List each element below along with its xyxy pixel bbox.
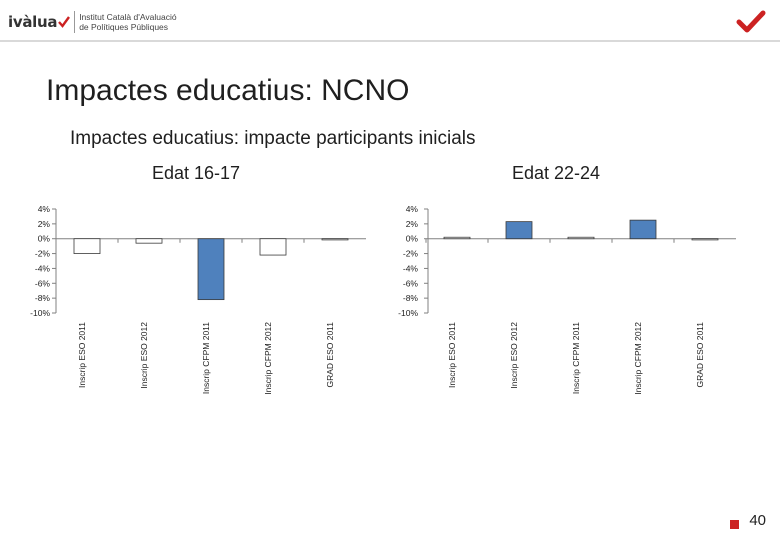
- logo-institute-name: Institut Català d'Avaluació de Polítique…: [79, 12, 176, 32]
- y-tick-label: -10%: [30, 308, 50, 318]
- bar: [691, 238, 719, 241]
- y-tick-label: -6%: [403, 278, 419, 288]
- y-tick-label: -8%: [403, 293, 419, 303]
- bar: [259, 238, 287, 256]
- bar: [629, 219, 657, 240]
- y-tick-label: 4%: [406, 204, 419, 214]
- y-tick-label: 2%: [38, 219, 51, 229]
- chart-title-left: Edat 16-17: [152, 163, 241, 183]
- brand-checkmark-icon: [736, 10, 766, 33]
- y-tick-label: -4%: [35, 263, 51, 273]
- y-tick-label: 4%: [38, 204, 51, 214]
- x-tick-label: Inscrip CFPM 2011: [201, 322, 211, 394]
- checkmark-icon: [58, 16, 71, 28]
- logo-divider: [74, 11, 76, 33]
- y-tick-label: 0%: [406, 234, 419, 244]
- y-tick-label: -4%: [403, 263, 419, 273]
- page-number: 40: [749, 512, 766, 529]
- x-tick-label: GRAD ESO 2011: [325, 322, 335, 388]
- bar: [443, 236, 471, 240]
- y-tick-label: -2%: [35, 249, 51, 259]
- x-tick-label: Inscrip CFPM 2012: [263, 322, 273, 395]
- x-tick-label: Inscrip CFPM 2012: [633, 322, 643, 395]
- x-tick-label: Inscrip ESO 2012: [509, 322, 519, 389]
- bar: [567, 236, 595, 240]
- page-title: Impactes educatius: NCNO: [46, 74, 410, 107]
- y-tick-label: -10%: [398, 308, 418, 318]
- logo-wordmark: ivàlua: [8, 13, 58, 31]
- page-subtitle: Impactes educatius: impacte participants…: [70, 128, 476, 149]
- bar: [73, 238, 101, 254]
- y-tick-label: -6%: [35, 278, 51, 288]
- chart-title-right: Edat 22-24: [512, 163, 601, 183]
- logo-line-2: de Polítiques Públiques: [79, 22, 169, 32]
- y-tick-label: -8%: [35, 293, 51, 303]
- y-tick-label: 0%: [38, 234, 51, 244]
- x-tick-label: Inscrip ESO 2011: [447, 322, 457, 388]
- header-divider: [0, 40, 780, 42]
- bar: [135, 238, 163, 244]
- page-marker-icon: [730, 520, 739, 529]
- x-tick-label: GRAD ESO 2011: [695, 322, 705, 388]
- x-tick-label: Inscrip ESO 2012: [139, 322, 149, 389]
- x-tick-label: Inscrip CFPM 2011: [571, 322, 581, 394]
- y-tick-label: -2%: [403, 249, 419, 259]
- y-tick-label: 2%: [406, 219, 419, 229]
- bar: [505, 221, 533, 240]
- bar: [321, 238, 349, 241]
- bar: [197, 238, 225, 301]
- ivalua-logo: ivàlua Institut Català d'Avaluació de Po…: [8, 8, 177, 36]
- x-tick-label: Inscrip ESO 2011: [77, 322, 87, 388]
- logo-line-1: Institut Català d'Avaluació: [79, 12, 177, 22]
